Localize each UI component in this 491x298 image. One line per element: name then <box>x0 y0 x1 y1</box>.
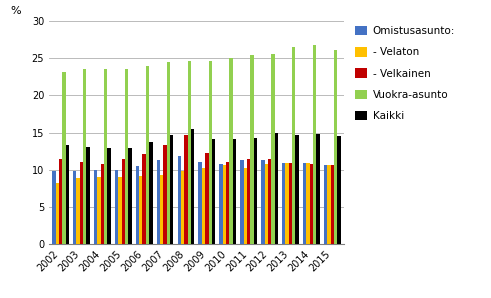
Bar <box>202 167 205 244</box>
Bar <box>178 156 181 244</box>
Bar <box>226 162 229 244</box>
Bar <box>334 50 337 244</box>
Bar <box>77 178 80 244</box>
Bar <box>59 159 62 244</box>
Bar <box>73 170 77 244</box>
Bar <box>274 133 278 244</box>
Bar <box>219 164 223 244</box>
Bar <box>181 171 184 244</box>
Bar <box>94 170 97 244</box>
Bar <box>330 165 334 244</box>
Bar <box>66 145 69 244</box>
Bar <box>149 142 153 244</box>
Bar <box>205 153 209 244</box>
Bar <box>247 159 250 244</box>
Bar <box>337 136 341 244</box>
Bar <box>296 135 299 244</box>
Bar <box>139 176 142 244</box>
Bar <box>160 175 164 244</box>
Bar <box>157 160 160 244</box>
Bar <box>265 164 268 244</box>
Bar <box>292 47 296 244</box>
Bar <box>101 164 104 244</box>
Bar <box>164 145 167 244</box>
Bar <box>115 170 118 244</box>
Bar <box>289 163 292 244</box>
Bar <box>108 148 111 244</box>
Bar <box>184 135 188 244</box>
Bar <box>188 61 191 244</box>
Bar <box>209 61 212 244</box>
Bar <box>254 138 257 244</box>
Bar <box>55 182 59 244</box>
Bar <box>122 159 125 244</box>
Legend: Omistusasunto:, - Velaton, - Velkainen, Vuokra-asunto, Kaikki: Omistusasunto:, - Velaton, - Velkainen, … <box>355 26 455 121</box>
Bar <box>240 160 244 244</box>
Bar <box>261 160 265 244</box>
Bar <box>146 66 149 244</box>
Bar <box>268 159 271 244</box>
Bar <box>97 176 101 244</box>
Bar <box>229 58 233 244</box>
Bar <box>128 148 132 244</box>
Bar <box>282 163 285 244</box>
Bar <box>212 139 215 244</box>
Bar <box>324 164 327 244</box>
Text: %: % <box>11 6 22 16</box>
Bar <box>62 72 66 244</box>
Bar <box>244 168 247 244</box>
Bar <box>83 69 86 244</box>
Bar <box>191 129 194 244</box>
Bar <box>310 164 313 244</box>
Bar <box>167 62 170 244</box>
Bar <box>118 177 122 244</box>
Bar <box>313 45 316 244</box>
Bar <box>327 164 330 244</box>
Bar <box>316 134 320 244</box>
Bar <box>271 54 274 244</box>
Bar <box>250 55 254 244</box>
Bar <box>52 170 55 244</box>
Bar <box>80 162 83 244</box>
Bar <box>142 154 146 244</box>
Bar <box>233 139 236 244</box>
Bar <box>170 135 173 244</box>
Bar <box>223 164 226 244</box>
Bar <box>285 163 289 244</box>
Bar <box>198 162 202 244</box>
Bar <box>306 163 310 244</box>
Bar <box>303 163 306 244</box>
Bar <box>104 69 108 244</box>
Bar <box>125 69 128 244</box>
Bar <box>86 147 90 244</box>
Bar <box>136 166 139 244</box>
